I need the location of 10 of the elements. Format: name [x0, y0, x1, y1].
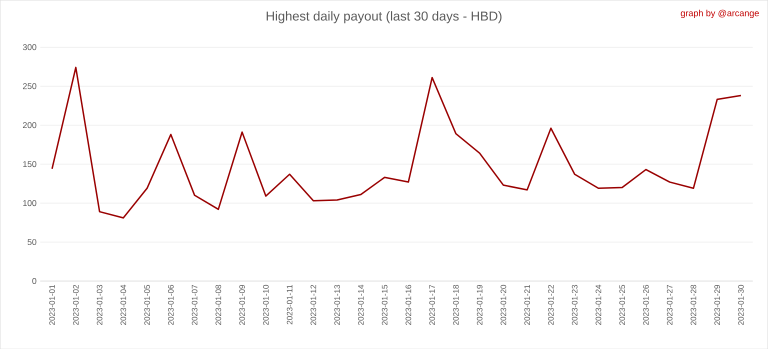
y-tick-label: 0: [32, 278, 36, 284]
y-tick-label: 100: [23, 200, 36, 206]
y-tick-label: 50: [28, 238, 36, 245]
y-tick-label: 150: [23, 161, 36, 168]
line-series: [51, 66, 742, 219]
y-tick-label: 250: [22, 83, 36, 90]
chart-title: Highest daily payout (last 30 days - HBD): [266, 11, 502, 24]
text: graph by @arcange: [680, 10, 759, 18]
y-tick-label: 200: [22, 122, 36, 128]
y-tick-label: 300: [22, 44, 36, 50]
